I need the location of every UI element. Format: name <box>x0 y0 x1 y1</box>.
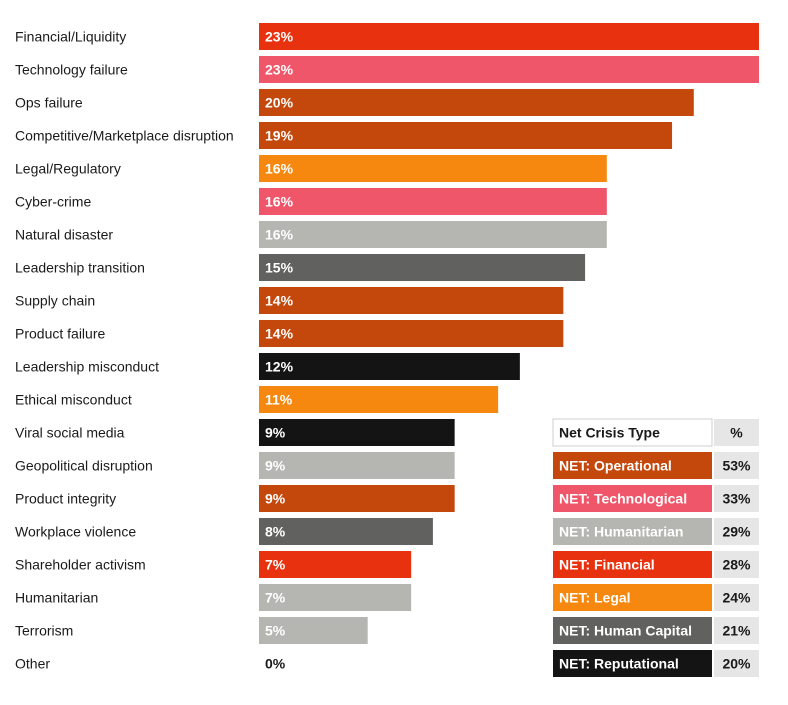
table-row-reputational-swatch <box>553 650 712 677</box>
table-row-legal-label: NET: Legal <box>559 590 631 606</box>
table-row-financial-value-cell <box>714 551 759 578</box>
value-label-natural-disaster: 16% <box>265 227 294 243</box>
table-row-operational-value: 53% <box>722 458 751 474</box>
value-label-financial-liquidity: 23% <box>265 29 294 45</box>
category-label-ethical-misconduct: Ethical misconduct <box>15 392 132 408</box>
table-header-cell-percent <box>714 419 759 446</box>
bar-supply-chain <box>259 287 564 314</box>
table-row-reputational-label: NET: Reputational <box>559 656 679 672</box>
value-label-other: 0% <box>265 656 286 672</box>
bar-leadership-transition <box>259 254 586 281</box>
table-row-financial-label: NET: Financial <box>559 557 655 573</box>
table-row-operational-swatch <box>553 452 712 479</box>
bar-technology-failure <box>259 56 759 83</box>
value-label-humanitarian: 7% <box>265 590 286 606</box>
value-label-shareholder-activism: 7% <box>265 557 286 573</box>
value-label-terrorism: 5% <box>265 623 286 639</box>
bar-terrorism <box>259 617 368 644</box>
bar-workplace-violence <box>259 518 433 545</box>
value-label-leadership-misconduct: 12% <box>265 359 294 375</box>
table-row-technological-label: NET: Technological <box>559 491 687 507</box>
category-label-other: Other <box>15 656 50 672</box>
category-label-product-failure: Product failure <box>15 326 105 342</box>
value-label-technology-failure: 23% <box>265 62 294 78</box>
category-label-product-integrity: Product integrity <box>15 491 116 507</box>
category-label-technology-failure: Technology failure <box>15 62 128 78</box>
table-header-percent: % <box>730 425 743 441</box>
table-row-human-capital-value-cell <box>714 617 759 644</box>
category-labels: Financial/Liquidity Technology failure Ops… <box>15 29 234 672</box>
bar-ops-failure <box>259 89 694 116</box>
value-label-ethical-misconduct: 11% <box>265 392 293 408</box>
category-label-natural-disaster: Natural disaster <box>15 227 113 243</box>
category-label-leadership-transition: Leadership transition <box>15 260 145 276</box>
value-label-supply-chain: 14% <box>265 293 294 309</box>
value-label-ops-failure: 20% <box>265 95 294 111</box>
category-label-humanitarian: Humanitarian <box>15 590 98 606</box>
table-row-legal-swatch <box>553 584 712 611</box>
category-label-workplace-violence: Workplace violence <box>15 524 136 540</box>
bar-leadership-misconduct <box>259 353 520 380</box>
bar-legal-regulatory <box>259 155 607 182</box>
category-label-competitive-marketplace-disruption: Competitive/Marketplace disruption <box>15 128 234 144</box>
bar-competitive-marketplace-disruption <box>259 122 673 149</box>
table-row-humanitarian-value: 29% <box>722 524 751 540</box>
value-label-legal-regulatory: 16% <box>265 161 294 177</box>
table-row-operational-value-cell <box>714 452 759 479</box>
net-crisis-type-table: Net Crisis Type % NET: Operational 53% NET: … <box>552 418 759 677</box>
category-label-viral-social-media: Viral social media <box>15 425 125 441</box>
table-row-financial-swatch <box>553 551 712 578</box>
table-row-technological-swatch <box>553 485 712 512</box>
category-label-geopolitical-disruption: Geopolitical disruption <box>15 458 153 474</box>
category-label-financial-liquidity: Financial/Liquidity <box>15 29 126 45</box>
category-label-ops-failure: Ops failure <box>15 95 83 111</box>
table-row-financial-value: 28% <box>722 557 751 573</box>
table-row-human-capital-label: NET: Human Capital <box>559 623 692 639</box>
value-label-workplace-violence: 8% <box>265 524 286 540</box>
category-label-supply-chain: Supply chain <box>15 293 95 309</box>
bar-cyber-crime <box>259 188 607 215</box>
bars: 23% 23% 20% 19% 16% 16% 16% 15% 14% 14% 12% 11% 9% 9%… <box>259 23 759 672</box>
table-row-humanitarian-swatch <box>553 518 712 545</box>
table-row-humanitarian-value-cell <box>714 518 759 545</box>
bar-product-integrity <box>259 485 455 512</box>
table-header-cell-type <box>552 418 713 447</box>
table-row-humanitarian-label: NET: Humanitarian <box>559 524 683 540</box>
table-row-human-capital-swatch <box>553 617 712 644</box>
category-label-legal-regulatory: Legal/Regulatory <box>15 161 121 177</box>
table-row-technological-value-cell <box>714 485 759 512</box>
bar-viral-social-media <box>259 419 455 446</box>
table-row-human-capital-value: 21% <box>722 623 751 639</box>
value-label-viral-social-media: 9% <box>265 425 286 441</box>
bar-geopolitical-disruption <box>259 452 455 479</box>
bar-natural-disaster <box>259 221 607 248</box>
category-label-terrorism: Terrorism <box>15 623 73 639</box>
bar-financial-liquidity <box>259 23 759 50</box>
value-label-cyber-crime: 16% <box>265 194 294 210</box>
category-label-cyber-crime: Cyber-crime <box>15 194 91 210</box>
value-label-product-failure: 14% <box>265 326 294 342</box>
bar-ethical-misconduct <box>259 386 499 413</box>
table-row-legal-value: 24% <box>722 590 751 606</box>
bar-product-failure <box>259 320 564 347</box>
value-label-competitive-marketplace-disruption: 19% <box>265 128 294 144</box>
bar-shareholder-activism <box>259 551 412 578</box>
value-label-geopolitical-disruption: 9% <box>265 458 286 474</box>
category-label-leadership-misconduct: Leadership misconduct <box>15 359 159 375</box>
table-header-type: Net Crisis Type <box>559 425 660 441</box>
table-row-technological-value: 33% <box>722 491 751 507</box>
value-label-product-integrity: 9% <box>265 491 286 507</box>
table-row-legal-value-cell <box>714 584 759 611</box>
table-row-reputational-value: 20% <box>722 656 751 672</box>
category-label-shareholder-activism: Shareholder activism <box>15 557 146 573</box>
table-row-operational-label: NET: Operational <box>559 458 672 474</box>
table-row-reputational-value-cell <box>714 650 759 677</box>
value-label-leadership-transition: 15% <box>265 260 294 276</box>
bar-humanitarian <box>259 584 412 611</box>
